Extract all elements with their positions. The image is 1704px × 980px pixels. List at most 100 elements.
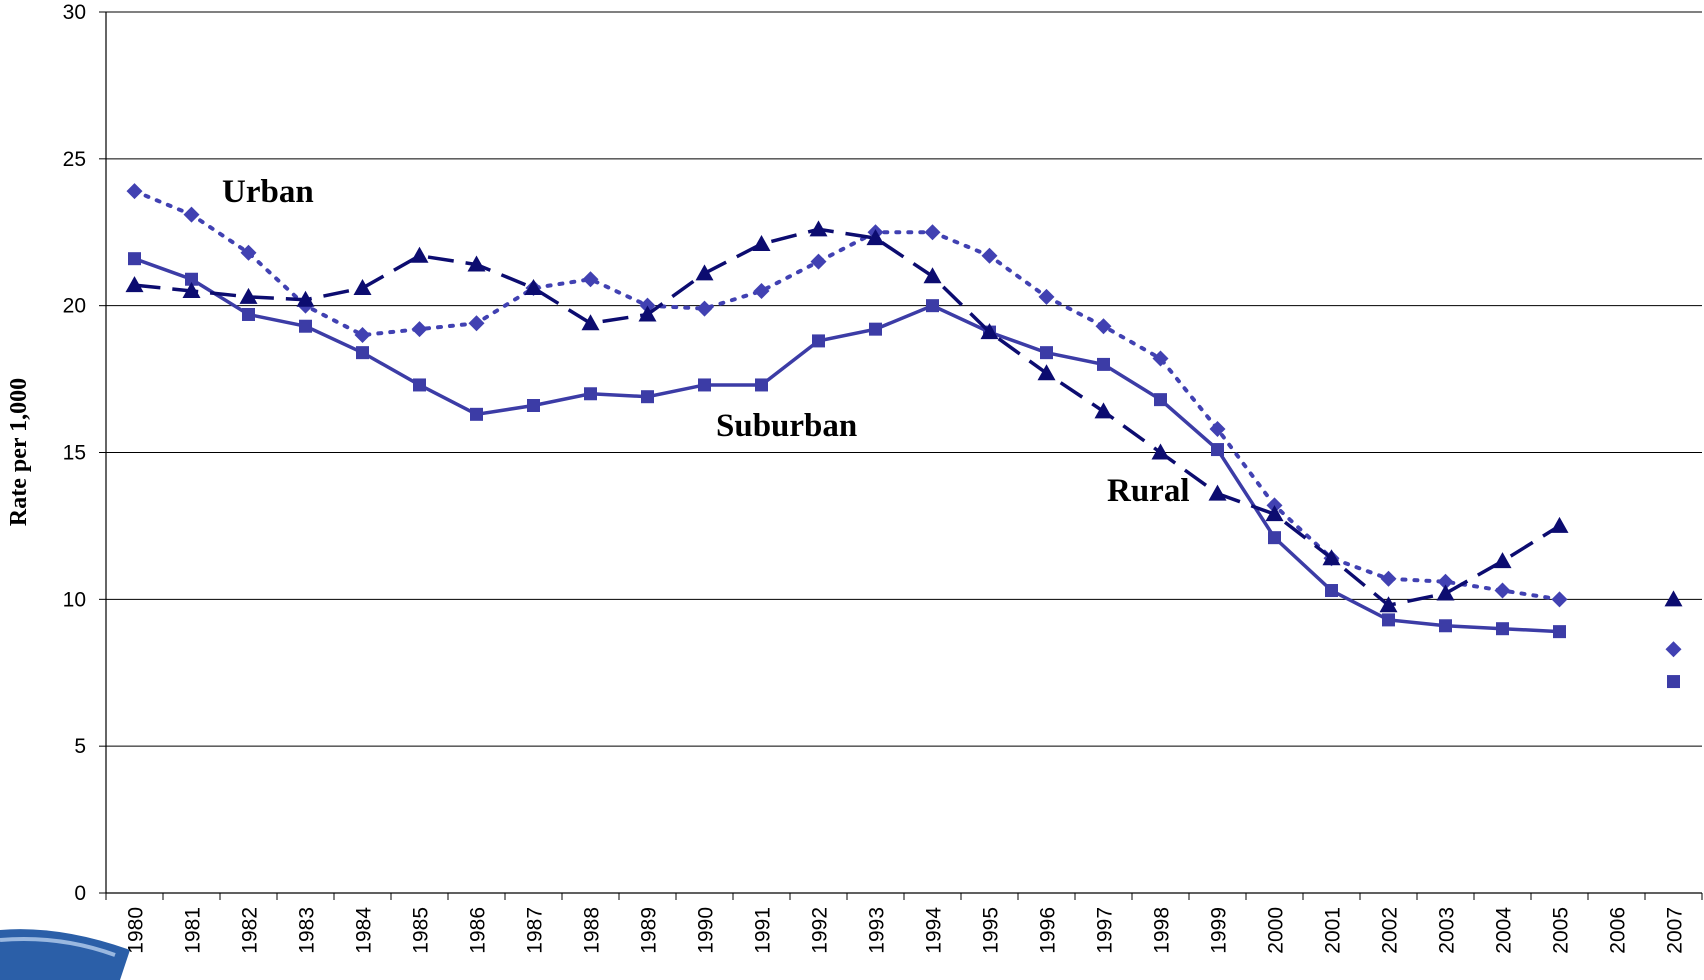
x-tick-label: 1992 bbox=[809, 907, 832, 954]
data-point bbox=[869, 322, 882, 336]
data-point bbox=[354, 327, 371, 344]
x-tick-label: 1981 bbox=[182, 907, 205, 954]
data-point bbox=[924, 224, 941, 241]
data-point bbox=[413, 378, 426, 392]
y-tick-label: 15 bbox=[63, 442, 86, 465]
data-point bbox=[1325, 584, 1338, 598]
data-point bbox=[1379, 596, 1398, 613]
data-point bbox=[581, 314, 600, 331]
data-point bbox=[1322, 549, 1341, 566]
x-tick-label: 1986 bbox=[467, 907, 490, 954]
data-point bbox=[755, 378, 768, 392]
data-point bbox=[753, 282, 770, 299]
data-point bbox=[182, 281, 201, 298]
data-point bbox=[1208, 484, 1227, 501]
x-tick-label: 1991 bbox=[752, 907, 775, 954]
x-tick-label: 2007 bbox=[1664, 907, 1687, 954]
data-point bbox=[185, 272, 198, 286]
x-tick-label: 1988 bbox=[581, 907, 604, 954]
data-point bbox=[1095, 318, 1112, 335]
x-tick-label: 2006 bbox=[1607, 907, 1630, 954]
data-point bbox=[411, 321, 428, 338]
data-point bbox=[1665, 641, 1682, 658]
data-point bbox=[1550, 516, 1569, 533]
x-tick-label: 2002 bbox=[1379, 907, 1402, 954]
data-point bbox=[128, 252, 141, 266]
data-point bbox=[866, 229, 885, 246]
x-tick-label: 1996 bbox=[1037, 907, 1060, 954]
x-tick-label: 2004 bbox=[1493, 907, 1516, 954]
data-point bbox=[1437, 573, 1454, 590]
data-point bbox=[353, 279, 372, 296]
data-point bbox=[582, 271, 599, 288]
x-tick-label: 2000 bbox=[1265, 907, 1288, 954]
data-point bbox=[1436, 584, 1455, 601]
data-point bbox=[1154, 393, 1167, 407]
data-point bbox=[299, 319, 312, 333]
data-point bbox=[1664, 590, 1683, 607]
y-tick-label: 0 bbox=[74, 882, 86, 905]
data-point bbox=[242, 307, 255, 321]
x-tick-label: 1987 bbox=[524, 907, 547, 954]
data-point bbox=[584, 387, 597, 401]
data-point bbox=[1493, 552, 1512, 569]
series-line bbox=[135, 259, 1674, 682]
data-point bbox=[1496, 622, 1509, 636]
data-point bbox=[356, 346, 369, 360]
data-point bbox=[696, 300, 713, 317]
data-point bbox=[1268, 531, 1281, 545]
data-point bbox=[468, 315, 485, 332]
y-tick-label: 10 bbox=[63, 588, 86, 611]
data-point bbox=[1211, 443, 1224, 457]
x-tick-label: 1983 bbox=[296, 907, 319, 954]
data-point bbox=[980, 323, 999, 340]
decoration bbox=[0, 937, 116, 957]
data-point bbox=[641, 390, 654, 404]
data-point bbox=[126, 183, 143, 200]
data-point bbox=[638, 305, 657, 322]
data-point bbox=[1667, 675, 1680, 689]
x-tick-label: 2003 bbox=[1436, 907, 1459, 954]
x-tick-label: 1997 bbox=[1094, 907, 1117, 954]
data-point bbox=[296, 290, 315, 307]
y-tick-label: 5 bbox=[74, 735, 86, 758]
x-tick-label: 1995 bbox=[980, 907, 1003, 954]
series-label: Rural bbox=[1107, 473, 1190, 509]
data-point bbox=[1382, 613, 1395, 627]
data-point bbox=[1265, 505, 1284, 522]
data-point bbox=[810, 253, 827, 270]
x-tick-label: 1980 bbox=[125, 907, 148, 954]
y-axis-label: Rate per 1,000 bbox=[6, 378, 32, 526]
data-point bbox=[239, 287, 258, 304]
data-point bbox=[183, 206, 200, 223]
y-tick-label: 20 bbox=[63, 295, 86, 318]
data-point bbox=[1494, 582, 1511, 599]
x-tick-label: 1984 bbox=[353, 907, 376, 954]
data-point bbox=[1551, 591, 1568, 608]
series-label: Urban bbox=[222, 174, 314, 210]
data-point bbox=[524, 279, 543, 296]
data-point bbox=[926, 299, 939, 313]
x-tick-label: 1999 bbox=[1208, 907, 1231, 954]
data-point bbox=[410, 246, 429, 263]
data-point bbox=[1380, 570, 1397, 587]
series-label: Suburban bbox=[716, 408, 857, 444]
x-tick-label: 1982 bbox=[239, 907, 262, 954]
data-point bbox=[240, 244, 257, 261]
data-point bbox=[125, 276, 144, 293]
x-tick-label: 1994 bbox=[923, 907, 946, 954]
data-point bbox=[809, 220, 828, 237]
x-tick-label: 1985 bbox=[410, 907, 433, 954]
data-point bbox=[527, 399, 540, 413]
data-point bbox=[1553, 625, 1566, 639]
data-point bbox=[981, 247, 998, 264]
data-point bbox=[1037, 364, 1056, 381]
data-point bbox=[812, 334, 825, 348]
data-point bbox=[1094, 402, 1113, 419]
data-point bbox=[752, 234, 771, 251]
data-point bbox=[1439, 619, 1452, 633]
x-tick-label: 1990 bbox=[695, 907, 718, 954]
x-tick-label: 1998 bbox=[1151, 907, 1174, 954]
x-tick-label: 1989 bbox=[638, 907, 661, 954]
